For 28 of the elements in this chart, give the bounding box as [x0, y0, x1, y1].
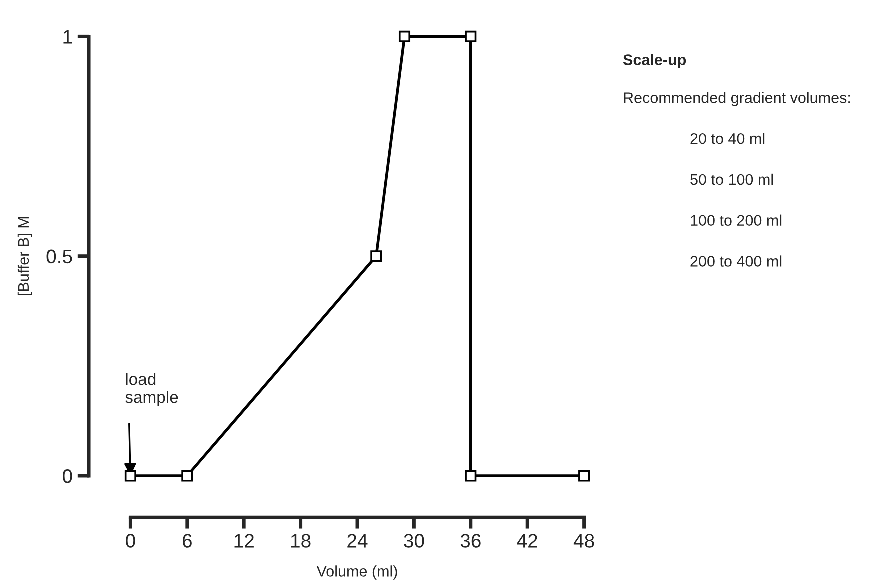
x-tick-label: 30: [404, 534, 424, 548]
point: [578, 470, 590, 482]
text: 50 to 100 ml: [690, 174, 774, 186]
x-tick-label: 42: [517, 534, 538, 548]
point: [465, 470, 477, 482]
x-tick-label: 18: [291, 534, 311, 548]
y-tick-label: 0.5: [46, 250, 72, 264]
point: [398, 30, 411, 42]
text: Scale-up: [623, 54, 686, 68]
text: Recommended gradient volumes:: [624, 92, 850, 106]
point: [465, 30, 477, 42]
text: 200 to 400 ml: [690, 256, 782, 267]
x-tick-label: 48: [574, 534, 594, 548]
x-tick-label: 0: [126, 534, 136, 548]
x-tick-label: 24: [348, 534, 368, 548]
point: [370, 250, 382, 262]
x-axis-title: Volume (ml): [316, 566, 398, 580]
x-tick-label: 36: [460, 534, 481, 548]
x-tick-label: 12: [234, 534, 254, 548]
y-tick-label: 0: [63, 469, 72, 484]
text: 100 to 200 ml: [691, 214, 782, 226]
text: 20 to 40 ml: [690, 133, 765, 144]
x-tick-label: 6: [182, 534, 192, 548]
point: [182, 470, 194, 482]
y-axis-title: [Buffer B] M: [18, 217, 32, 296]
annotation: load sample: [126, 373, 178, 407]
y-tick-label: 1: [64, 30, 72, 44]
point: [124, 470, 136, 482]
